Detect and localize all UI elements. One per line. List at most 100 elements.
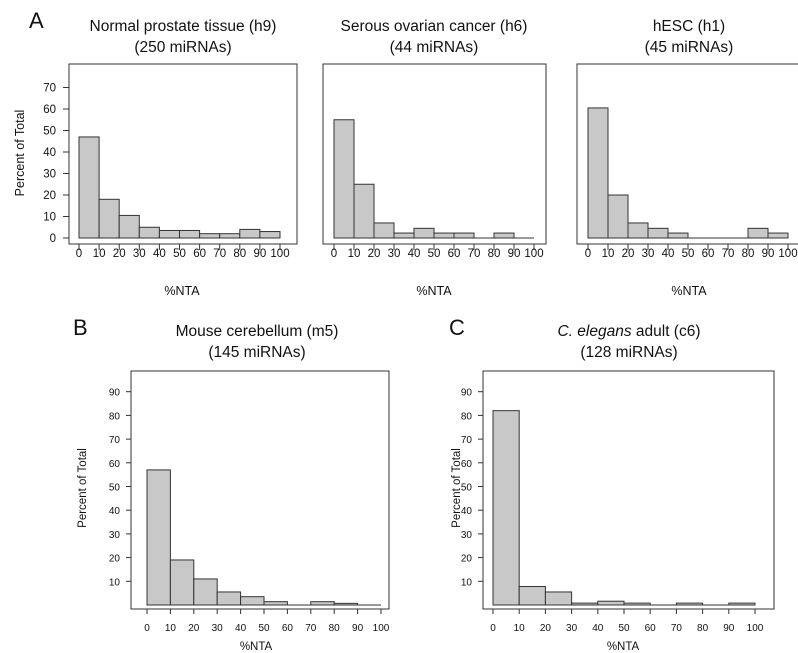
x-ticks: 0 10 20 30 40 50 60 70 80 90 100	[490, 609, 764, 634]
x-tick-label: 60	[282, 623, 294, 634]
y-axis-label: Percent of Total	[13, 110, 27, 197]
y-ticks: 10 20 30 40 50 60 70 80 90	[109, 388, 132, 588]
y-ticks: 0 10 20 30 40 50 60 70	[43, 83, 70, 245]
x-tick-label: 100	[373, 623, 390, 634]
histogram-bar	[493, 232, 515, 239]
chart-title: C. elegans adult (c6)	[557, 323, 700, 340]
histogram-bar	[747, 227, 769, 239]
y-tick-label: 90	[461, 388, 473, 399]
x-tick-label: 0	[144, 623, 150, 634]
x-tick-label: 90	[723, 623, 735, 634]
y-tick-label: 60	[43, 104, 56, 116]
x-tick-label: 90	[508, 248, 521, 260]
y-tick-label: 30	[461, 530, 473, 541]
histogram-h9: Normal prostate tissue (h9) (250 miRNAs)…	[13, 18, 298, 298]
histogram-bar	[138, 226, 160, 239]
histogram-h6: Serous ovarian cancer (h6) (44 miRNAs) %…	[322, 18, 547, 298]
y-tick-label: 50	[109, 483, 121, 494]
histogram-bar	[627, 222, 649, 239]
histogram-c6: C. elegans adult (c6) (128 miRNAs) Perce…	[451, 323, 775, 653]
x-tick-label: 10	[602, 248, 615, 260]
y-tick-label: 10	[43, 212, 56, 224]
histogram-bar	[518, 586, 546, 606]
bars	[492, 410, 756, 606]
x-tick-label: 90	[254, 248, 267, 260]
y-tick-label: 70	[43, 83, 56, 95]
histogram-bar	[179, 229, 201, 239]
histogram-bar	[169, 559, 195, 606]
histogram-bar	[453, 232, 475, 239]
x-tick-label: 30	[388, 248, 401, 260]
chart-subtitle: (128 miRNAs)	[580, 344, 677, 361]
y-tick-label: 60	[461, 459, 473, 470]
x-tick-label: 50	[428, 248, 441, 260]
histogram-bar	[492, 410, 520, 606]
histogram-bar	[199, 233, 221, 239]
x-axis-label: %NTA	[416, 284, 452, 298]
chart-title: Serous ovarian cancer (h6)	[341, 18, 528, 35]
panel-letter-b: B	[73, 315, 88, 340]
x-tick-label: 90	[762, 248, 775, 260]
y-tick-label: 40	[461, 506, 473, 517]
histogram-bar	[219, 233, 241, 239]
x-tick-label: 80	[488, 248, 501, 260]
x-tick-label: 70	[213, 248, 226, 260]
x-tick-label: 50	[618, 623, 630, 634]
chart-subtitle: (44 miRNAs)	[390, 39, 479, 56]
x-tick-label: 60	[645, 623, 657, 634]
x-tick-label: 60	[702, 248, 715, 260]
chart-title: Normal prostate tissue (h9)	[90, 18, 277, 35]
x-axis-label: %NTA	[607, 641, 640, 653]
x-tick-label: 50	[682, 248, 695, 260]
x-tick-label: 0	[76, 248, 82, 260]
y-tick-label: 70	[461, 435, 473, 446]
x-axis-label: %NTA	[671, 284, 707, 298]
histogram-bar	[647, 227, 669, 239]
x-tick-label: 40	[662, 248, 675, 260]
histogram-bar	[571, 602, 599, 606]
x-tick-label: 0	[490, 623, 496, 634]
x-tick-label: 20	[113, 248, 126, 260]
histogram-bar	[193, 578, 218, 606]
x-axis-label: %NTA	[240, 641, 273, 653]
x-ticks: 0 10 20 30 40 50 60 70 80 90 100	[76, 244, 290, 260]
y-tick-label: 20	[109, 554, 121, 565]
y-tick-label: 20	[461, 554, 473, 565]
y-tick-label: 50	[43, 126, 56, 138]
x-tick-label: 30	[566, 623, 578, 634]
bars	[587, 107, 789, 239]
x-tick-label: 30	[133, 248, 146, 260]
x-tick-label: 90	[352, 623, 364, 634]
x-tick-label: 20	[188, 623, 200, 634]
histogram-bar	[433, 232, 455, 239]
x-tick-label: 40	[153, 248, 166, 260]
x-tick-label: 70	[305, 623, 317, 634]
histogram-bar	[728, 602, 756, 606]
x-tick-label: 10	[165, 623, 177, 634]
plot-frame	[482, 370, 775, 610]
bars	[78, 136, 281, 239]
x-tick-label: 30	[642, 248, 655, 260]
y-tick-label: 30	[109, 530, 121, 541]
x-tick-label: 100	[524, 248, 543, 260]
histogram-bar	[353, 183, 375, 239]
x-tick-label: 20	[622, 248, 635, 260]
x-tick-label: 70	[671, 623, 683, 634]
y-tick-label: 50	[461, 483, 473, 494]
x-tick-label: 10	[348, 248, 361, 260]
x-tick-label: 40	[408, 248, 421, 260]
bars	[146, 469, 381, 606]
histogram-bar	[118, 214, 140, 239]
histogram-bar	[373, 222, 395, 239]
x-tick-label: 70	[468, 248, 481, 260]
histogram-bar	[675, 602, 704, 606]
y-tick-label: 0	[50, 233, 56, 245]
x-tick-label: 100	[778, 248, 797, 260]
histogram-bar	[333, 602, 359, 606]
histogram-bar	[623, 602, 651, 606]
y-axis-label: Percent of Total	[77, 448, 89, 528]
bars	[333, 119, 534, 239]
histogram-bar	[146, 469, 171, 606]
histogram-bar	[263, 601, 288, 606]
